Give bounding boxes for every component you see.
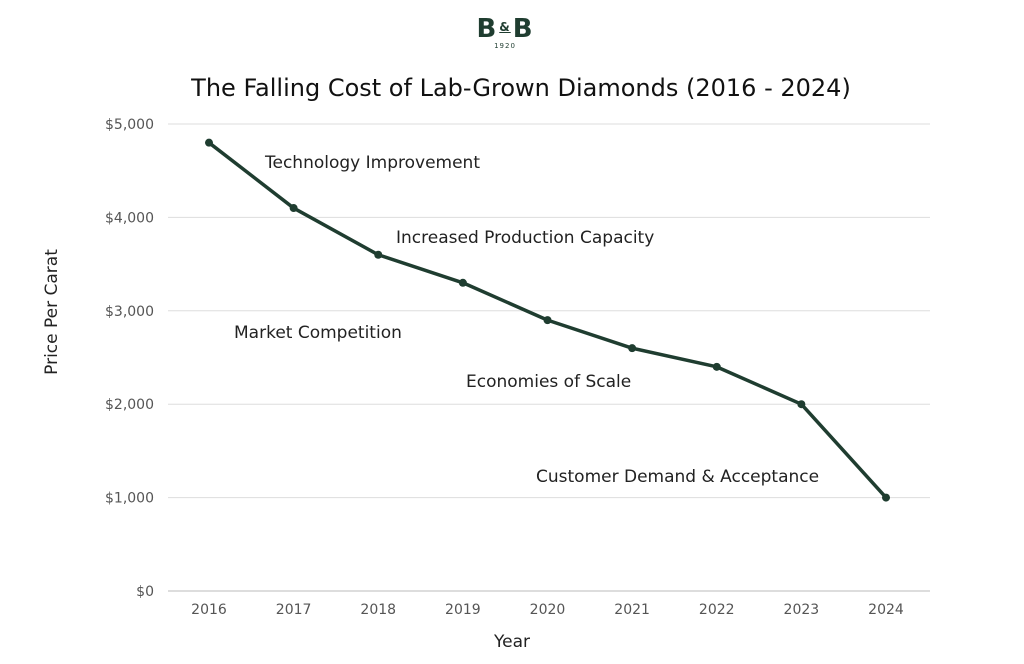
y-tick-label: $3,000 [105, 304, 154, 320]
x-tick-label: 2019 [445, 602, 481, 618]
x-tick-label: 2017 [276, 602, 312, 618]
x-tick-label: 2021 [614, 602, 650, 618]
data-point [458, 278, 467, 287]
data-point [543, 316, 552, 325]
data-point [882, 493, 890, 502]
data-point [374, 250, 383, 259]
data-point [289, 204, 298, 213]
x-tick-label: 2020 [530, 602, 566, 618]
y-tick-label: $0 [136, 584, 154, 600]
brand-logo: B &B 1920 [476, 14, 534, 50]
data-point [628, 344, 637, 353]
y-tick-label: $4,000 [105, 210, 154, 226]
chart-title: The Falling Cost of Lab-Grown Diamonds (… [190, 74, 851, 102]
x-tick-label: 2023 [784, 602, 820, 618]
y-tick-label: $5,000 [105, 117, 154, 133]
data-point [205, 138, 213, 147]
data-point [712, 362, 721, 371]
x-tick-label: 2016 [191, 602, 227, 618]
data-point [797, 400, 806, 409]
annotation-label: Economies of Scale [466, 372, 631, 392]
y-tick-label: $2,000 [105, 397, 154, 413]
x-tick-label: 2024 [868, 602, 904, 618]
x-tick-label: 2022 [699, 602, 735, 618]
annotation-label: Increased Production Capacity [396, 228, 654, 248]
annotation-label: Technology Improvement [264, 153, 480, 173]
annotation-label: Market Competition [234, 323, 402, 343]
y-axis-label: Price Per Carat [42, 249, 62, 375]
x-tick-label: 2018 [360, 602, 396, 618]
annotation-label: Customer Demand & Acceptance [536, 467, 819, 487]
x-axis-label: Year [493, 632, 530, 652]
y-tick-label: $1,000 [105, 491, 154, 507]
